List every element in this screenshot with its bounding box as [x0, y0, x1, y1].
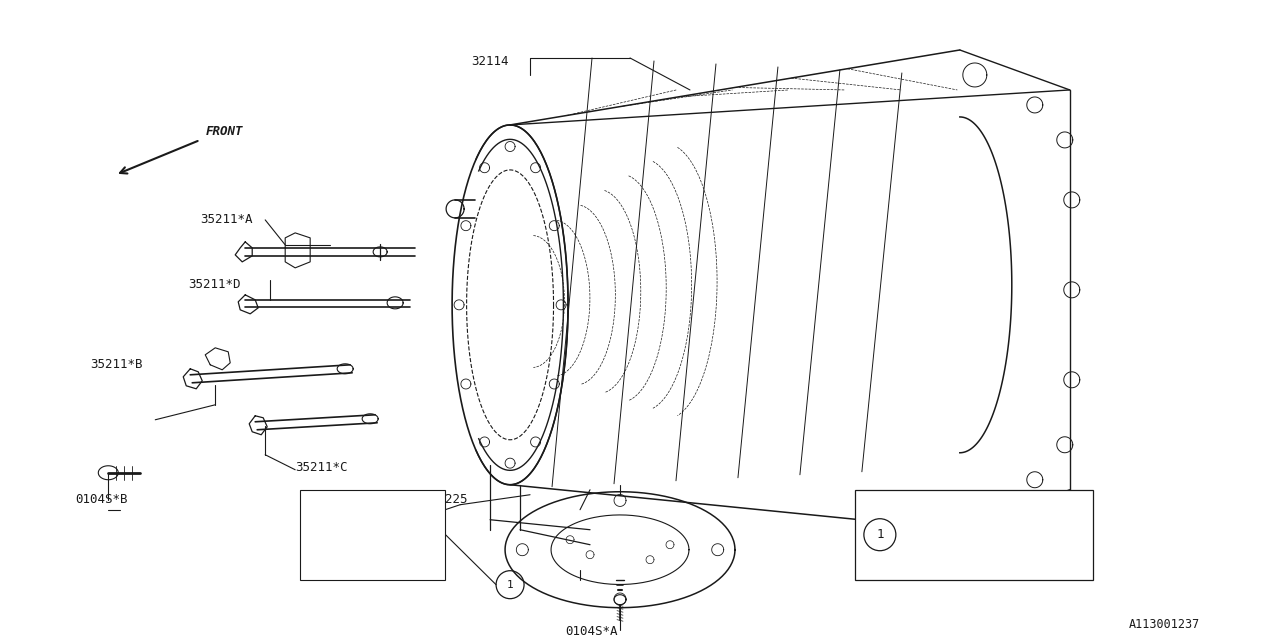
Text: 35211*A: 35211*A — [200, 213, 252, 227]
Text: ('08MY0711-: ('08MY0711- — [303, 557, 367, 568]
Text: 0104S*A: 0104S*A — [564, 625, 617, 638]
Text: FRONT: FRONT — [205, 125, 243, 138]
Text: 35211*C: 35211*C — [296, 461, 348, 474]
Text: 0104S*B: 0104S*B — [76, 493, 128, 506]
Text: A113001237: A113001237 — [1129, 618, 1199, 631]
Text: D91806: D91806 — [909, 552, 950, 562]
Text: ('08MY0711- ): ('08MY0711- ) — [979, 552, 1060, 562]
Text: 32195: 32195 — [305, 497, 339, 507]
Text: 32114: 32114 — [471, 55, 509, 68]
Text: 35211*D: 35211*D — [188, 278, 241, 291]
Text: D91608: D91608 — [909, 508, 950, 517]
Text: 31225: 31225 — [430, 493, 467, 506]
Text: 1: 1 — [876, 528, 883, 541]
Bar — [855, 490, 1093, 580]
Bar — [301, 490, 445, 580]
Text: ( -'08MY0711): ( -'08MY0711) — [979, 508, 1060, 517]
Text: -H01806: -H01806 — [303, 543, 344, 553]
Text: ( -'08MY0711): ( -'08MY0711) — [303, 527, 380, 537]
Text: 35211*B: 35211*B — [91, 358, 143, 371]
Text: 1: 1 — [507, 580, 513, 589]
